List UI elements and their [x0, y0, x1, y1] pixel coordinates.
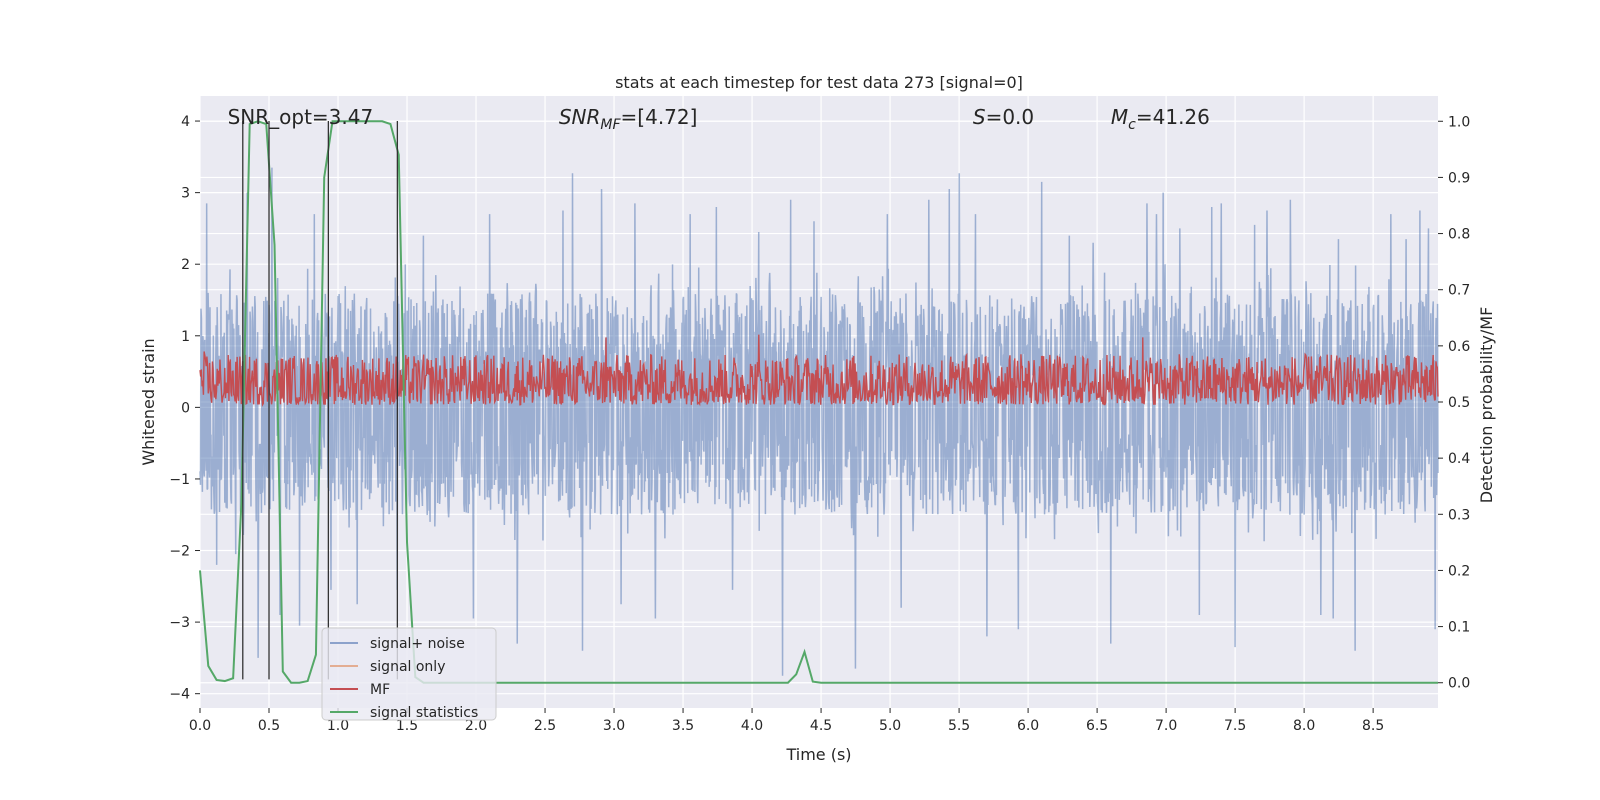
- y2-tick-label: 0.4: [1448, 451, 1470, 467]
- annotation-1: SNRMF=[4.72]: [559, 105, 698, 133]
- x-tick-label: 1.5: [396, 718, 418, 734]
- x-tick-label: 4.5: [810, 718, 832, 734]
- series-layer: [199, 120, 1439, 684]
- y-tick-label: −2: [169, 544, 190, 560]
- legend-box: [321, 627, 497, 721]
- legend-entry: signal+ noise: [370, 636, 465, 652]
- y-tick-label: 1: [181, 329, 190, 345]
- y2-tick-label: 0.8: [1448, 227, 1470, 243]
- x-tick-label: 7.0: [1155, 718, 1177, 734]
- y-tick-label: −3: [169, 615, 190, 631]
- x-tick-label: 6.0: [1017, 718, 1039, 734]
- y2-tick-label: 0.7: [1448, 283, 1470, 299]
- ticks-layer: 0.0 0.5 1.0 1.5 2.0 2.5 3.0 3.5 4.0 4.5 5.0 5.5 6.0 6…: [169, 114, 1470, 734]
- y2-tick-label: 1.0: [1448, 114, 1470, 130]
- y2-axis-label: Detection probability/MF: [1477, 307, 1496, 504]
- y-axis-label: Whitened strain: [139, 338, 158, 465]
- x-tick-label: 5.5: [948, 718, 970, 734]
- y2-tick-label: 0.0: [1448, 676, 1470, 692]
- x-tick-label: 2.5: [534, 718, 556, 734]
- x-tick-label: 8.0: [1293, 718, 1315, 734]
- series-mf: [199, 334, 1439, 407]
- x-tick-label: 1.0: [327, 718, 349, 734]
- series-signal-statistics: [199, 120, 1438, 684]
- x-axis-label: Time (s): [785, 745, 851, 764]
- x-tick-label: 7.5: [1224, 718, 1246, 734]
- x-tick-label: 4.0: [741, 718, 763, 734]
- annotation-2: S=0.0: [973, 105, 1034, 129]
- x-tick-label: 6.5: [1086, 718, 1108, 734]
- x-tick-label: 2.0: [465, 718, 487, 734]
- y-tick-label: −4: [169, 687, 190, 703]
- y-tick-label: 0: [181, 400, 190, 416]
- x-tick-label: 3.5: [672, 718, 694, 734]
- y-tick-label: 2: [181, 257, 190, 273]
- annotations: SNR_opt=3.47 SNRMF=[4.72] S=0.0 Mc=41.26: [228, 105, 1210, 133]
- annotation-0: SNR_opt=3.47: [228, 105, 374, 129]
- y-tick-label: 3: [181, 186, 190, 202]
- x-tick-label: 0.0: [189, 718, 211, 734]
- legend: signal+ noise signal only MF signal statist…: [321, 627, 497, 721]
- x-tick-label: 0.5: [258, 718, 280, 734]
- y-tick-label: 4: [181, 114, 190, 130]
- chart-title: stats at each timestep for test data 273…: [615, 73, 1023, 92]
- x-tick-label: 8.5: [1362, 718, 1384, 734]
- legend-entry: signal only: [370, 659, 445, 675]
- y2-tick-label: 0.3: [1448, 507, 1470, 523]
- annotation-3: Mc=41.26: [1111, 105, 1210, 133]
- x-tick-label: 5.0: [879, 718, 901, 734]
- legend-entry: signal statistics: [370, 705, 478, 721]
- y2-tick-label: 0.6: [1448, 339, 1470, 355]
- y2-tick-label: 0.9: [1448, 170, 1470, 186]
- y2-tick-label: 0.2: [1448, 563, 1470, 579]
- y2-tick-label: 0.5: [1448, 395, 1470, 411]
- x-tick-label: 3.0: [603, 718, 625, 734]
- y-tick-label: −1: [169, 472, 190, 488]
- y2-tick-label: 0.1: [1448, 620, 1470, 636]
- legend-entry: MF: [370, 682, 390, 698]
